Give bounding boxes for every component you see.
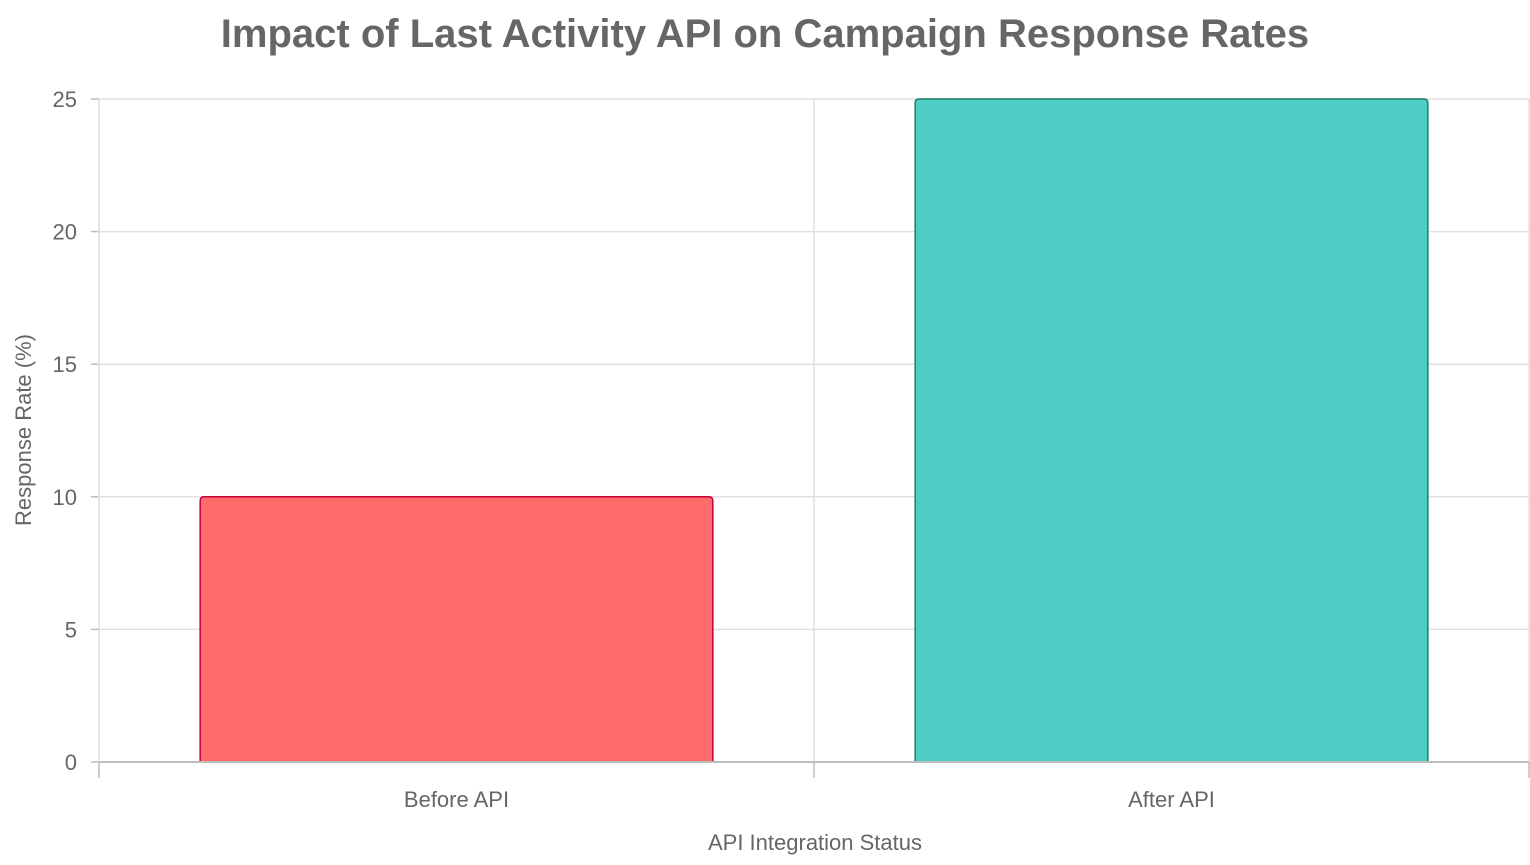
bars: [199, 98, 1429, 763]
tick-labels: 0 5 10 15 20 25 Before API After API: [53, 87, 1215, 812]
axes: [91, 98, 1530, 778]
x-tick-label: After API: [1128, 787, 1215, 812]
y-tick-label: 10: [53, 485, 77, 510]
y-tick-label: 5: [65, 617, 77, 642]
y-tick-label: 20: [53, 220, 77, 245]
bar-before-api: [199, 496, 714, 763]
x-tick-label: Before API: [404, 787, 509, 812]
bar-after-api: [914, 98, 1429, 763]
y-tick-label: 15: [53, 352, 77, 377]
y-axis-title: Response Rate (%): [11, 334, 36, 526]
chart-title: Impact of Last Activity API on Campaign …: [220, 12, 1310, 56]
y-tick-label: 25: [53, 87, 77, 112]
y-tick-label: 0: [65, 750, 77, 775]
x-axis-title: API Integration Status: [708, 830, 922, 855]
